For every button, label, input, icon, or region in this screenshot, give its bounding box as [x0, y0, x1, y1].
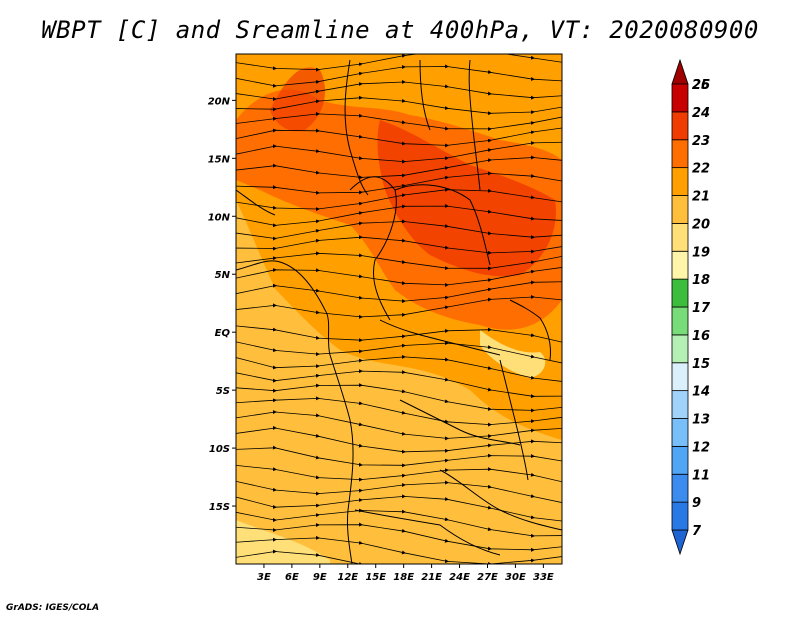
colorbar-segment — [671, 195, 689, 224]
colorbar-segment — [671, 529, 689, 556]
latitude-axis: 20N 15N 10N 5N EQ 5S 10S 15S — [208, 96, 236, 513]
colorbar-label: 24 — [692, 106, 710, 121]
colorbar-label: 11 — [692, 468, 710, 483]
colorbar-label: 14 — [692, 385, 710, 400]
lon-tick-label: 9E — [313, 572, 327, 583]
colorbar-segment — [671, 58, 689, 85]
lat-tick-label: 15S — [209, 502, 230, 513]
colorbar-label: 22 — [692, 162, 710, 177]
colorbar-label: 16 — [692, 329, 710, 344]
colorbar-segment — [671, 83, 689, 113]
lon-tick-label: 21E — [421, 572, 442, 583]
colorbar-segment — [671, 362, 689, 392]
colorbar-label: 9 — [692, 496, 701, 511]
colorbar-label: 12 — [692, 440, 710, 455]
colorbar-label: 26 — [692, 78, 710, 93]
colorbar-segment — [671, 167, 689, 196]
lon-tick-label: 6E — [285, 572, 299, 583]
lat-tick-label: 10N — [208, 212, 231, 223]
colorbar-segment — [671, 139, 689, 169]
colorbar-segment — [671, 111, 689, 141]
streamline — [236, 549, 535, 564]
lat-tick-label: 5S — [216, 386, 230, 397]
colorbar-label: 18 — [692, 273, 710, 288]
colorbar-segment — [671, 445, 689, 475]
streamline — [236, 251, 562, 271]
grads-credit: GrADS: IGES/COLA — [6, 603, 100, 613]
colorbar-segment — [671, 390, 689, 419]
colorbar-label: 20 — [692, 217, 710, 232]
colorbar-label: 25 — [692, 78, 710, 93]
chart-title: WBPT [C] and Sreamline at 400hPa, VT: 20… — [41, 16, 759, 44]
colorbar-label: 17 — [692, 301, 711, 316]
colorbar-label: 19 — [692, 245, 710, 260]
streamline — [236, 465, 562, 483]
lon-tick-label: 24E — [449, 572, 470, 583]
colorbar-label: 7 — [692, 524, 702, 539]
colorbar-label: 21 — [692, 190, 710, 205]
map-panel — [236, 54, 562, 564]
longitude-axis: 3E 6E 9E 12E 15E 18E 21E 24E 27E 30E 33E — [257, 564, 554, 583]
streamline — [236, 341, 562, 364]
lon-tick-label: 27E — [477, 572, 498, 583]
streamline — [236, 480, 562, 503]
lon-tick-label: 30E — [505, 572, 526, 583]
streamlines — [236, 54, 562, 564]
lon-tick-label: 15E — [365, 572, 386, 583]
lon-tick-label: 33E — [533, 572, 554, 583]
colorbar-segment — [671, 222, 689, 252]
lon-tick-label: 18E — [393, 572, 414, 583]
colorbar-segment — [671, 334, 689, 364]
streamline — [236, 325, 562, 343]
colorbar-segment — [671, 250, 689, 280]
map-frame — [235, 53, 563, 565]
lat-tick-label: 15N — [208, 154, 231, 165]
colorbar-segment — [671, 418, 689, 447]
colorbar-label: 23 — [692, 134, 710, 149]
colorbar-label: 13 — [692, 413, 710, 428]
lat-tick-label: 5N — [215, 270, 231, 281]
streamline — [236, 111, 562, 132]
colorbar-label: 15 — [692, 357, 710, 372]
streamline — [236, 294, 562, 319]
colorbar-segment — [671, 501, 689, 531]
colorbar-segment — [671, 473, 689, 503]
lon-tick-label: 3E — [257, 572, 271, 583]
country-borders — [236, 59, 562, 564]
lat-tick-label: 10S — [209, 444, 230, 455]
lat-tick-label: EQ — [215, 328, 231, 339]
lat-tick-label: 20N — [208, 96, 231, 107]
colorbar-segment — [671, 306, 689, 336]
streamline — [236, 445, 562, 468]
lon-tick-label: 12E — [337, 572, 358, 583]
colorbar-segment — [671, 278, 689, 308]
